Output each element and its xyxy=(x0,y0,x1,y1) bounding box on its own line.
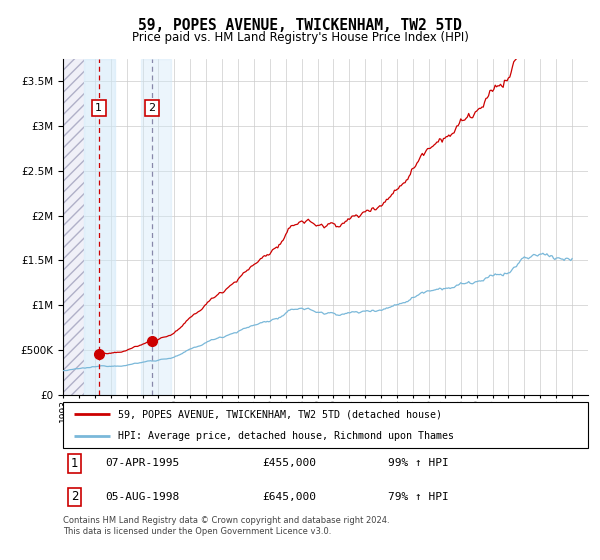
Text: 05-AUG-1998: 05-AUG-1998 xyxy=(105,492,179,502)
Text: Price paid vs. HM Land Registry's House Price Index (HPI): Price paid vs. HM Land Registry's House … xyxy=(131,31,469,44)
Text: HPI: Average price, detached house, Richmond upon Thames: HPI: Average price, detached house, Rich… xyxy=(118,431,454,441)
Bar xyxy=(63,59,83,395)
Text: 1: 1 xyxy=(95,103,102,113)
Text: 59, POPES AVENUE, TWICKENHAM, TW2 5TD (detached house): 59, POPES AVENUE, TWICKENHAM, TW2 5TD (d… xyxy=(118,409,442,419)
Text: 79% ↑ HPI: 79% ↑ HPI xyxy=(389,492,449,502)
Bar xyxy=(141,59,171,395)
Text: 07-APR-1995: 07-APR-1995 xyxy=(105,458,179,468)
Text: Contains HM Land Registry data © Crown copyright and database right 2024.
This d: Contains HM Land Registry data © Crown c… xyxy=(63,516,389,536)
Text: £645,000: £645,000 xyxy=(263,492,317,502)
Bar xyxy=(83,59,115,395)
Text: 2: 2 xyxy=(71,491,78,503)
Text: 99% ↑ HPI: 99% ↑ HPI xyxy=(389,458,449,468)
FancyBboxPatch shape xyxy=(63,402,588,448)
Text: £455,000: £455,000 xyxy=(263,458,317,468)
Text: 59, POPES AVENUE, TWICKENHAM, TW2 5TD: 59, POPES AVENUE, TWICKENHAM, TW2 5TD xyxy=(138,18,462,34)
Text: 1: 1 xyxy=(71,456,78,470)
Text: 2: 2 xyxy=(148,103,155,113)
